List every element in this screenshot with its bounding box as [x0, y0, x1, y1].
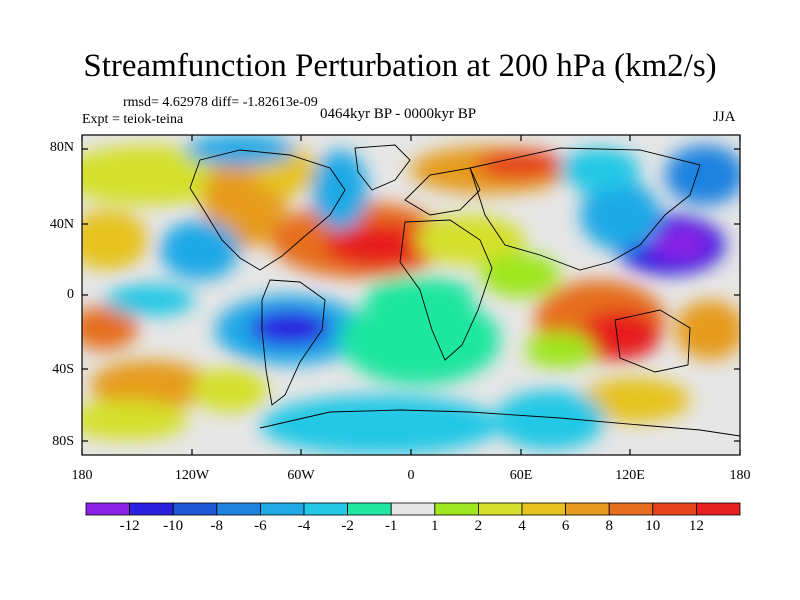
lon-label-180e: 180	[729, 468, 751, 483]
colorbar-box	[434, 502, 479, 516]
lat-label-80s: 80S	[52, 434, 74, 449]
lon-label-0: 0	[407, 468, 415, 483]
colorbar-box	[347, 502, 392, 516]
colorbar	[85, 502, 741, 516]
coastline-antarctica	[259, 409, 740, 437]
colorbar-box	[303, 502, 348, 516]
field-contour-region	[580, 310, 660, 360]
streamfunction-field	[82, 135, 740, 455]
field-contour-region	[340, 295, 500, 385]
period-label: 0464kyr BP - 0000kyr BP	[320, 106, 477, 122]
field-contour-region	[82, 306, 138, 350]
coastline-africa	[399, 219, 493, 361]
colorbar-label: 12	[688, 518, 704, 534]
colorbar-label: 4	[518, 518, 526, 534]
field-contour-region	[475, 150, 565, 180]
lat-label-80n: 80N	[49, 140, 74, 155]
field-contour-region	[480, 253, 560, 297]
field-contour-region	[560, 148, 640, 192]
field-contour-region	[82, 210, 148, 270]
coastline-north-america	[189, 149, 346, 271]
colorbar-label: -8	[210, 518, 224, 534]
field-contour-region	[105, 284, 195, 316]
colorbar-box	[390, 502, 436, 516]
field-contour-region	[185, 135, 295, 166]
colorbar-label: 8	[605, 518, 613, 534]
field-contour-region	[525, 332, 595, 368]
colorbar-box	[85, 502, 130, 516]
field-contour-region	[415, 215, 525, 265]
lon-label-60e: 60E	[509, 468, 533, 483]
colorbar-box	[172, 502, 218, 516]
field-contour-region	[325, 223, 435, 267]
colorbar-label: -1	[384, 518, 398, 534]
rmsd-diff-stats: rmsd= 4.62978 diff= -1.82613e-09	[123, 95, 318, 110]
field-contour-region	[495, 390, 605, 450]
coastline-australia	[614, 309, 691, 373]
experiment-label: Expt = teiok-teina	[82, 112, 184, 127]
lat-label-0: 0	[67, 287, 74, 302]
field-contour-region	[665, 145, 740, 205]
field-contour-region	[82, 400, 188, 440]
colorbar-box	[521, 502, 566, 516]
field-contour-region	[192, 368, 268, 412]
colorbar-label: -6	[254, 518, 267, 534]
colorbar-label: 2	[474, 518, 483, 534]
field-contour-region	[160, 220, 240, 280]
field-contour-region	[580, 180, 660, 250]
colorbar-box	[477, 502, 523, 516]
coastline-south-america	[261, 279, 326, 406]
plot-title: Streamfunction Perturbation at 200 hPa (…	[83, 48, 717, 84]
field-contour-region	[90, 360, 210, 410]
colorbar-label: 10	[645, 518, 661, 534]
coastline-asia	[469, 147, 701, 271]
lat-label-40n: 40N	[49, 217, 74, 232]
colorbar-box	[129, 502, 174, 516]
colorbar-label: -10	[163, 518, 184, 534]
colorbar-box	[608, 502, 654, 516]
coastline-europe	[404, 167, 481, 216]
colorbar-label: 6	[561, 518, 570, 534]
field-contour-region	[312, 150, 368, 230]
field-contour-region	[580, 378, 690, 422]
field-contour-region	[250, 310, 330, 346]
colorbar-label: -4	[297, 518, 311, 534]
coastlines	[189, 144, 740, 437]
colorbar-box	[696, 502, 741, 516]
field-contour-region	[675, 300, 740, 360]
colorbar-label: -2	[341, 518, 354, 534]
coastline-greenland	[354, 144, 411, 191]
colorbar-label: -12	[119, 518, 140, 534]
lon-label-120w: 120W	[174, 468, 210, 483]
lon-label-120e: 120E	[615, 468, 645, 483]
lon-label-60w: 60W	[287, 468, 315, 483]
colorbar-box	[565, 502, 610, 516]
colorbar-box	[259, 502, 305, 516]
colorbar-box	[216, 502, 261, 516]
field-contour-region	[260, 395, 500, 455]
colorbar-box	[652, 502, 697, 516]
field-contour-region	[365, 277, 475, 313]
field-contour-region	[650, 228, 710, 260]
lon-label-180w: 180	[71, 468, 93, 483]
map-axes	[81, 134, 741, 456]
lat-label-40s: 40S	[52, 362, 74, 377]
season-label: JJA	[713, 109, 736, 125]
colorbar-label: 1	[431, 518, 439, 534]
